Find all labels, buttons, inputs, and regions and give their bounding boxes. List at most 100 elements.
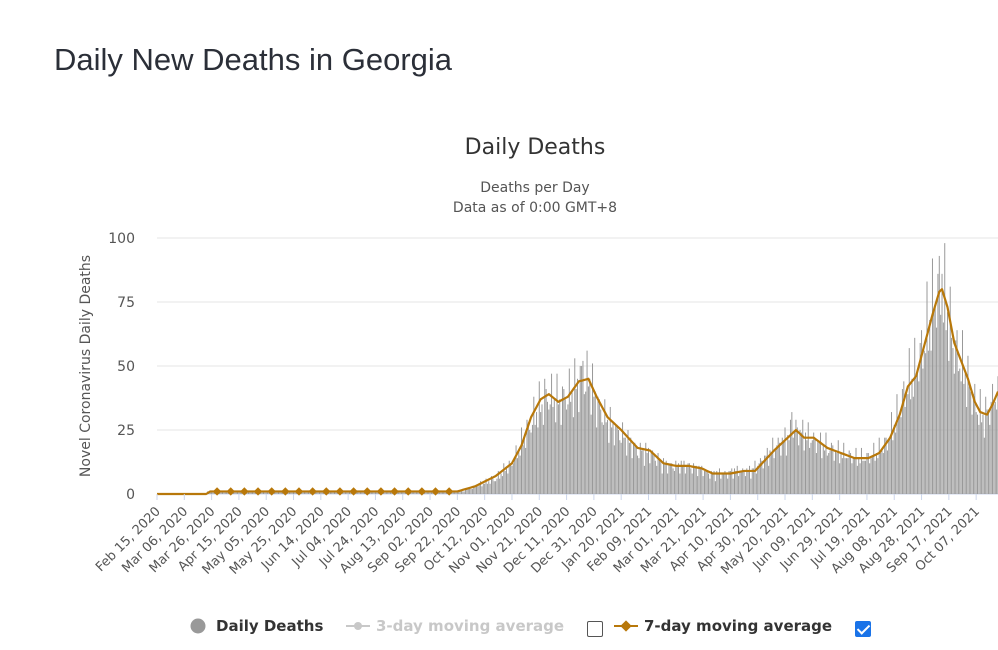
y-tick-label: 100 <box>108 231 135 247</box>
bar <box>881 450 883 494</box>
moving-average-layer <box>157 288 998 496</box>
bar <box>682 465 684 494</box>
bar <box>814 437 816 494</box>
bar <box>709 478 711 494</box>
bar <box>743 470 745 494</box>
bar <box>930 350 932 494</box>
bar <box>373 491 375 494</box>
bar <box>529 430 531 494</box>
bar <box>665 460 667 494</box>
bar <box>212 491 214 494</box>
bar <box>344 491 346 494</box>
bar <box>758 463 760 494</box>
bar <box>302 491 304 494</box>
legend-item-3-day-average[interactable]: 3-day moving average <box>346 612 564 640</box>
bar <box>803 450 805 494</box>
bar <box>501 476 503 494</box>
bar <box>764 455 766 494</box>
bar <box>824 450 826 494</box>
bar <box>843 442 845 494</box>
bar <box>619 440 621 494</box>
bar <box>546 401 548 494</box>
bar <box>441 491 443 494</box>
bar <box>333 491 335 494</box>
bar <box>982 414 984 494</box>
bar <box>563 389 565 494</box>
bar <box>918 381 920 494</box>
bar <box>865 460 867 494</box>
bar <box>783 440 785 494</box>
bar <box>769 450 771 494</box>
bar <box>906 391 908 494</box>
bar <box>960 381 962 494</box>
bar <box>234 491 236 494</box>
bar <box>485 478 487 494</box>
bar <box>465 488 467 494</box>
bar <box>518 450 520 494</box>
bar <box>222 491 224 494</box>
bar <box>994 401 996 494</box>
toggle-3-day-average-checkbox[interactable] <box>587 621 603 637</box>
bar <box>443 491 445 494</box>
bar <box>723 473 725 494</box>
bar <box>577 378 578 494</box>
bar <box>362 491 364 494</box>
bar <box>686 465 688 494</box>
bar <box>589 378 591 494</box>
bar <box>765 455 767 494</box>
bar <box>716 470 718 494</box>
chart-legend: Daily Deaths 3-day moving average 7-day … <box>0 612 998 640</box>
bar <box>261 491 263 494</box>
bar <box>506 468 508 494</box>
bar <box>886 450 888 494</box>
bar <box>870 458 872 494</box>
bar <box>332 491 334 494</box>
bar <box>915 373 917 494</box>
bar <box>541 404 543 494</box>
bar <box>929 319 931 494</box>
legend-item-daily-deaths[interactable]: Daily Deaths <box>188 612 323 640</box>
bar <box>452 491 454 494</box>
bar <box>361 491 363 494</box>
bar <box>587 386 589 494</box>
bar <box>967 355 969 494</box>
bar <box>776 445 778 494</box>
bar <box>602 424 604 494</box>
bar <box>820 432 822 494</box>
bar <box>398 491 400 494</box>
bar <box>773 458 775 494</box>
bar <box>411 491 413 494</box>
bar <box>608 442 610 494</box>
bar <box>439 491 441 494</box>
bar <box>945 330 947 494</box>
bar <box>712 473 714 494</box>
bar <box>866 453 868 494</box>
bar <box>770 453 772 494</box>
bar <box>936 327 938 494</box>
bar <box>613 445 615 494</box>
bar <box>444 491 446 494</box>
legend-item-7-day-average[interactable]: 7-day moving average <box>614 612 832 640</box>
bar <box>481 486 483 494</box>
bar <box>867 453 869 494</box>
bar <box>713 470 715 494</box>
bar <box>568 368 570 494</box>
bar <box>559 399 561 494</box>
bar <box>574 358 576 494</box>
bar <box>766 447 768 494</box>
bar <box>470 488 472 494</box>
bar <box>306 491 308 494</box>
bar <box>706 470 708 494</box>
daily-deaths-bars <box>207 243 998 494</box>
bar <box>578 412 580 494</box>
bar <box>860 447 862 494</box>
bar <box>237 491 239 494</box>
seven-day-average-marker <box>212 487 222 496</box>
toggle-7-day-average-checkbox[interactable] <box>855 621 871 637</box>
seven-day-average-marker <box>335 487 345 496</box>
seven-day-average-marker <box>267 487 276 496</box>
bar <box>329 491 331 494</box>
bar <box>387 491 389 494</box>
bar <box>904 406 906 494</box>
bar <box>810 442 812 494</box>
